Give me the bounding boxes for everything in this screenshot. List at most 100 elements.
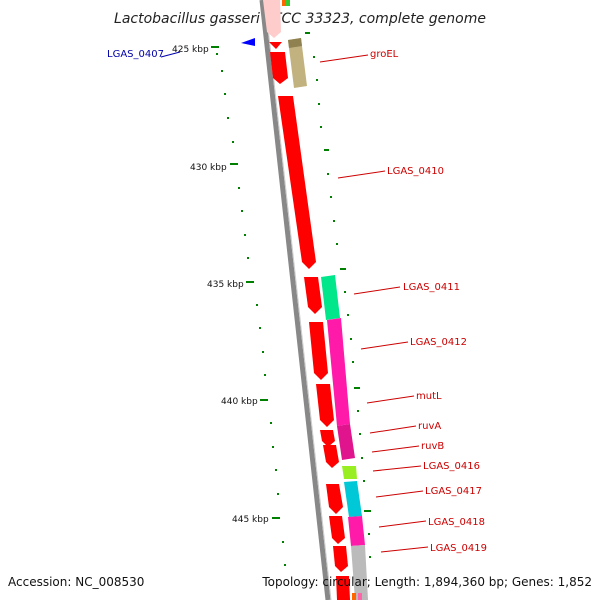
- tick-right: [324, 149, 329, 151]
- cog-LGAS_0412-mutL: [327, 318, 350, 426]
- topology-text: Topology: circular; Length: 1,894,360 bp…: [261, 575, 592, 589]
- gene-LGAS_0417: [326, 484, 343, 514]
- ruler-label-435: 435 kbp: [207, 280, 244, 290]
- leader-mutL: [366, 395, 415, 404]
- leader-LGAS_0407: [160, 51, 181, 58]
- gene-label-LGAS_0411: LGAS_0411: [403, 282, 460, 293]
- tick-right: [333, 220, 335, 222]
- tick-minor: [270, 422, 272, 424]
- tick-right: [369, 556, 371, 558]
- gene-label-ruvB: ruvB: [421, 441, 444, 452]
- tick-right: [320, 126, 322, 128]
- gene-label-LGAS_0412: LGAS_0412: [410, 337, 467, 348]
- tick-minor: [284, 564, 286, 566]
- tick-minor: [232, 141, 234, 143]
- tick-major-430: [230, 163, 238, 165]
- tick-right: [350, 338, 352, 340]
- leader-LGAS_0410: [337, 170, 386, 179]
- gene-label-LGAS_0419: LGAS_0419: [430, 543, 487, 554]
- tick-right: [368, 533, 370, 535]
- tick-minor: [256, 304, 258, 306]
- gene-LGAS_0418: [329, 516, 345, 544]
- gene-LGAS_0412: [309, 322, 328, 380]
- tick-minor: [259, 327, 261, 329]
- gene-LGAS_0419: [333, 546, 348, 572]
- leader-LGAS_0419: [380, 546, 429, 553]
- tick-minor: [277, 493, 279, 495]
- tick-right: [313, 56, 315, 58]
- leader-ruvB: [371, 445, 420, 453]
- partial-cog-orange: [282, 0, 286, 6]
- gene-partial-bottom: [336, 576, 350, 600]
- gene-mutL: [316, 384, 334, 427]
- tick-major-435: [246, 281, 254, 283]
- ruler-label-430: 430 kbp: [190, 163, 227, 173]
- gene-label-mutL: mutL: [416, 391, 442, 402]
- tick-minor: [227, 117, 229, 119]
- gene-label-LGAS_0407: LGAS_0407: [107, 49, 164, 60]
- tick-major-440: [260, 399, 268, 401]
- tick-minor: [216, 53, 218, 55]
- map-title: Lactobacillus gasseri ATCC 33323, comple…: [114, 11, 486, 27]
- cog-LGAS_0418: [348, 516, 365, 546]
- tick-right: [344, 291, 346, 293]
- gene-label-LGAS_0410: LGAS_0410: [387, 166, 444, 177]
- tick-minor: [264, 374, 266, 376]
- ruler-label-445: 445 kbp: [232, 515, 269, 525]
- backbone-highlight: [264, 0, 332, 600]
- leader-LGAS_0411: [353, 286, 401, 295]
- tick-right: [361, 457, 363, 459]
- tick-minor: [272, 446, 274, 448]
- tick-right: [318, 103, 320, 105]
- tick-major-445: [272, 517, 280, 519]
- cog-LGAS_0419: [351, 545, 368, 600]
- tick-right: [330, 196, 332, 198]
- leader-LGAS_0416: [372, 465, 422, 472]
- leader-groEL: [319, 54, 369, 63]
- tick-minor: [262, 351, 264, 353]
- leader-LGAS_0418: [378, 520, 427, 528]
- tick-minor: [221, 70, 223, 72]
- cog-groEL: [288, 38, 307, 88]
- ruler-label-425: 425 kbp: [172, 45, 209, 55]
- tick-right: [336, 243, 338, 245]
- tick-right: [340, 268, 346, 270]
- cog-groEL-shade: [288, 38, 302, 48]
- tick-minor: [241, 210, 243, 212]
- tick-right: [354, 387, 360, 389]
- tick-right: [327, 173, 329, 175]
- ruler-ticks-right: [305, 32, 371, 558]
- ruler-label-440: 440 kbp: [221, 397, 258, 407]
- tick-minor: [247, 257, 249, 259]
- tick-minor: [244, 234, 246, 236]
- cog-bottom-orange: [352, 593, 356, 600]
- gene-LGAS_0411: [304, 277, 322, 314]
- leader-ruvA: [369, 425, 417, 434]
- gene-LGAS_0410: [278, 96, 316, 269]
- cog-bottom-pink: [358, 593, 362, 600]
- gene-label-LGAS_0418: LGAS_0418: [428, 517, 485, 528]
- gene-label-groEL: groEL: [370, 49, 399, 60]
- leader-LGAS_0417: [375, 490, 424, 498]
- cog-LGAS_0411: [321, 275, 340, 320]
- accession-text: Accession: NC_008530: [8, 575, 144, 589]
- tick-right: [357, 410, 359, 412]
- ruler-ticks-left: [211, 46, 286, 566]
- partial-cog-green: [286, 0, 290, 6]
- tick-right: [359, 433, 361, 435]
- tick-right: [364, 510, 371, 512]
- cog-LGAS_0417: [344, 481, 362, 517]
- tick-right: [363, 480, 365, 482]
- tick-minor: [275, 469, 277, 471]
- tick-major-425: [211, 46, 219, 48]
- gene-LGAS_0407: [241, 38, 255, 46]
- backbone-line: [259, 0, 331, 600]
- tick-right: [305, 32, 310, 34]
- tick-right: [352, 361, 354, 363]
- tick-minor: [282, 541, 284, 543]
- gene-label-LGAS_0416: LGAS_0416: [423, 461, 480, 472]
- gene-label-ruvA: ruvA: [418, 421, 441, 432]
- tick-minor: [224, 93, 226, 95]
